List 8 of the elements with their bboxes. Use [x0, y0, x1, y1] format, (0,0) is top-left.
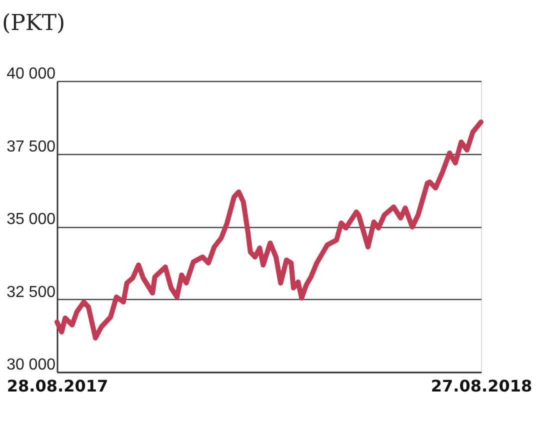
- y-tick-label: 35 000: [6, 211, 56, 228]
- y-tick-label: 37 500: [6, 138, 56, 156]
- x-tick-label: 27.08.2018: [430, 376, 532, 396]
- y-tick-label: 40 000: [6, 66, 56, 82]
- x-tick-label: 28.08.2017: [6, 376, 108, 396]
- y-tick-label: 32 500: [6, 284, 56, 301]
- y-tick-label: 30 000: [6, 356, 56, 374]
- chart-title: (PKT): [2, 11, 66, 36]
